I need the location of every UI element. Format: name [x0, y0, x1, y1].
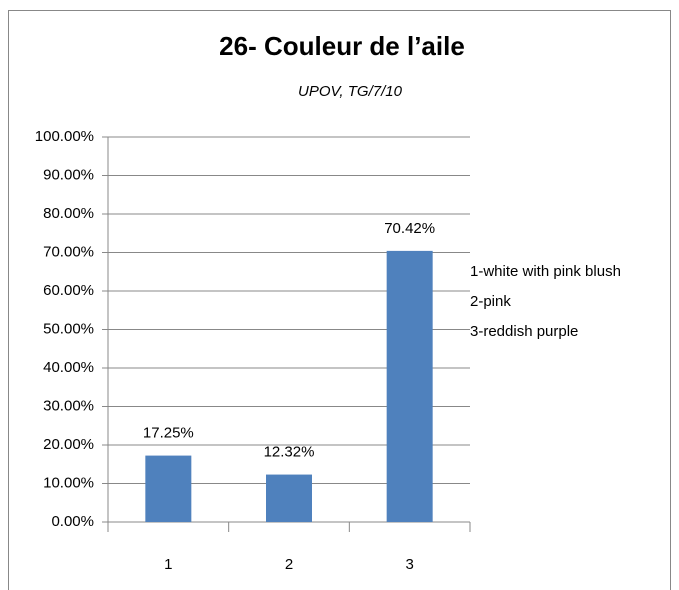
- y-tick-label: 90.00%: [43, 166, 94, 183]
- y-tick-label: 50.00%: [43, 320, 94, 337]
- legend-note: 1-white with pink blush: [470, 263, 621, 280]
- data-label: 17.25%: [143, 425, 194, 442]
- y-tick-label: 60.00%: [43, 282, 94, 299]
- x-tick-label: 2: [285, 556, 293, 573]
- chart-frame: [8, 10, 671, 590]
- bar: [386, 250, 433, 522]
- data-label: 12.32%: [264, 444, 315, 461]
- bar: [266, 474, 312, 522]
- y-tick-label: 100.00%: [35, 128, 94, 145]
- data-label: 70.42%: [384, 220, 435, 237]
- y-tick-label: 10.00%: [43, 474, 94, 491]
- legend-note: 3-reddish purple: [470, 323, 578, 340]
- y-tick-label: 20.00%: [43, 436, 94, 453]
- y-tick-label: 70.00%: [43, 243, 94, 260]
- chart-subtitle: UPOV, TG/7/10: [298, 83, 403, 100]
- bar: [145, 455, 192, 522]
- chart-title: 26- Couleur de l’aile: [219, 31, 465, 61]
- y-tick-label: 40.00%: [43, 359, 94, 376]
- y-tick-label: 30.00%: [43, 397, 94, 414]
- y-tick-label: 80.00%: [43, 205, 94, 222]
- x-tick-label: 3: [405, 556, 413, 573]
- legend-note: 2-pink: [470, 293, 511, 310]
- x-tick-label: 1: [164, 556, 172, 573]
- y-tick-label: 0.00%: [51, 513, 94, 530]
